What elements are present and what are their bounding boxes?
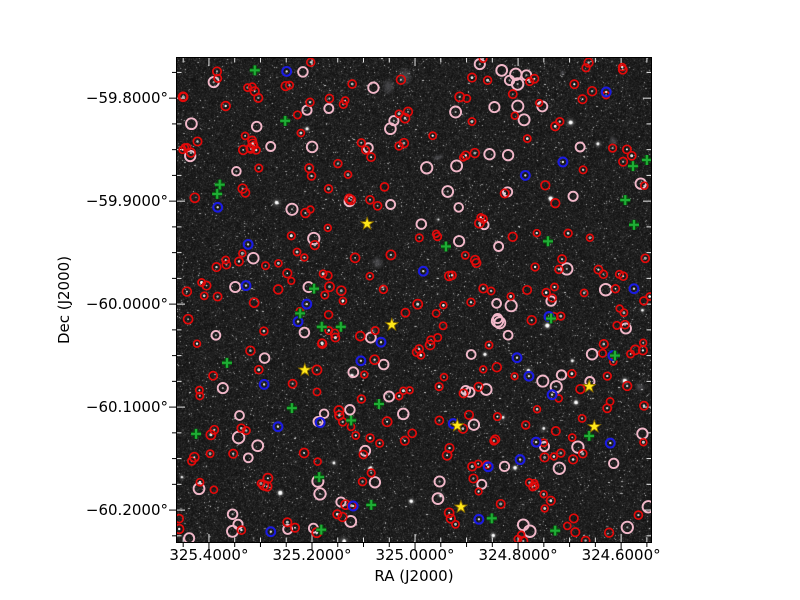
x-tick-label: 325.4000° — [169, 546, 249, 564]
x-axis-label: RA (J2000) — [374, 567, 454, 585]
x-tick-label: 324.8000° — [478, 546, 558, 564]
sky-image-plot — [177, 58, 651, 542]
marker-overlay — [177, 58, 651, 542]
inner-ticks — [177, 58, 651, 542]
pink-circle-markers — [183, 58, 651, 542]
blue-circle-markers — [212, 65, 640, 538]
y-tick-label: −59.9000° — [85, 192, 168, 211]
x-tick-label: 325.2000° — [272, 546, 352, 564]
green-cross-markers — [191, 65, 651, 536]
x-tick-label: 325.0000° — [375, 546, 455, 564]
x-tick-label: 324.6000° — [581, 546, 661, 564]
y-tick-label: −59.8000° — [85, 89, 168, 108]
red-circle-markers — [177, 58, 651, 542]
y-tick-label: −60.2000° — [85, 501, 168, 520]
yellow-star-markers — [297, 216, 602, 514]
y-tick-label: −60.0000° — [85, 295, 168, 314]
y-axis-label: Dec (J2000) — [55, 255, 73, 345]
y-tick-label: −60.1000° — [85, 398, 168, 417]
